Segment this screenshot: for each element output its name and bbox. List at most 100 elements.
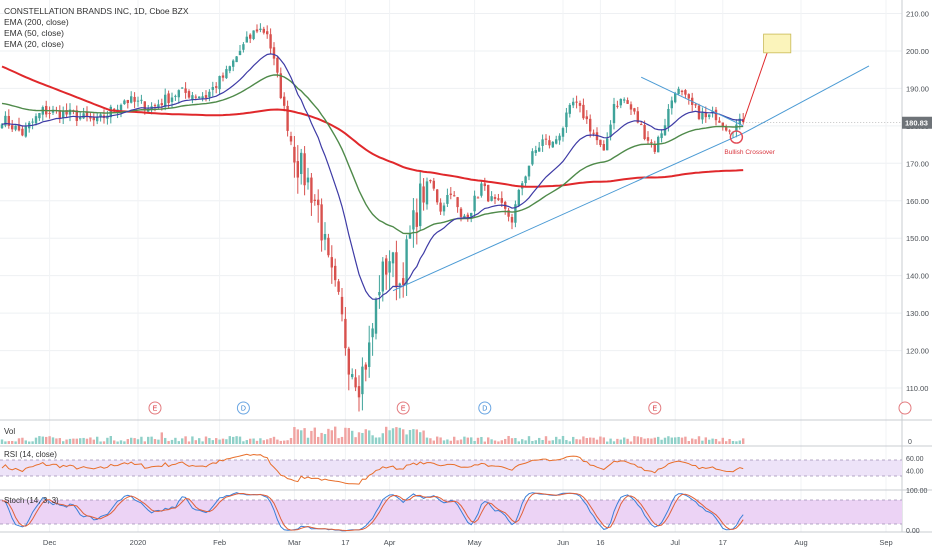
volume-bar [130,437,133,444]
volume-bar [701,440,704,444]
volume-bar [636,436,639,444]
candle-body [674,93,677,103]
time-tick-label: 17 [719,538,727,547]
earnings-marker [396,401,410,415]
volume-bar [680,437,684,444]
candle-body [65,110,68,115]
trendline [640,76,744,127]
volume-bar [589,437,592,444]
volume-bar [303,428,306,444]
volume-bar [225,439,228,444]
rsi-axis-label: 40.00 [906,469,924,476]
candle-body [701,112,704,120]
volume-bar [623,437,626,444]
volume-bar [184,436,187,444]
candle-body [507,210,510,217]
candle-body [687,94,690,99]
candle-body [721,122,724,128]
candle-body [374,299,378,334]
volume-bar [657,436,660,444]
candle-body [191,95,194,100]
candle-body [558,135,561,141]
time-tick-label: 17 [341,538,349,547]
stoch-axis-label: 0.00 [906,528,920,535]
time-tick-label: Sep [879,538,892,547]
candle-body [198,96,201,99]
volume-bar [232,436,235,444]
price-tick-label: 120.00 [906,347,929,356]
trendlines [392,33,902,292]
volume-bar [147,436,150,444]
volume-bar [218,439,221,444]
volume-bar [419,432,422,444]
price-tick-label: 130.00 [906,309,929,318]
candle-body [306,177,310,183]
volume-label[interactable]: Vol [4,427,15,436]
volume-bar [262,440,265,444]
candle-body [92,117,95,121]
candle-body [82,113,85,119]
volume-bar [521,439,524,444]
volume-bar [51,437,55,444]
volume-bar [181,438,184,444]
candle-body [62,111,65,119]
rsi-label[interactable]: RSI (14, close) [4,450,57,459]
time-tick-label: 2020 [130,538,147,547]
volume-bar [626,438,629,444]
volume-bar [167,441,170,444]
crossover-label: Bullish Crossover [724,149,775,156]
volume-bar [592,437,595,444]
candle-body [340,296,344,315]
volume-bar [606,441,609,444]
volume-bar [718,441,721,444]
candle-body [463,215,466,219]
trendline [742,65,870,134]
candle-body [432,180,435,189]
volume-bar [565,440,568,444]
candle-body [398,283,401,286]
earnings-marker-partial [898,401,912,415]
volume-bar [361,432,364,444]
candle-body [524,176,527,184]
ema200-legend[interactable]: EMA (200, close) [4,17,69,27]
candle-body [466,214,469,218]
candle-body [402,278,405,285]
candle-body [592,132,595,134]
candle-body [24,126,27,137]
candle-body [602,144,605,151]
volume-bar [75,438,78,444]
candle-body [347,348,350,375]
target-arrow-line [742,43,771,123]
ema50-legend[interactable]: EMA (50, close) [4,28,64,38]
candle-body [551,141,554,148]
volume-bar [507,435,510,444]
volume-bar [633,436,636,444]
stoch-label[interactable]: Stoch (14, 3, 3) [4,496,59,505]
candle-body [303,153,306,186]
candle-body [514,204,517,223]
candle-body [133,96,136,102]
volume-bar [425,437,429,444]
volume-bar [602,437,605,444]
candle-body [245,36,248,43]
volume-bar [228,436,231,444]
candle-body [476,197,480,199]
candle-body [259,28,262,31]
rsi-band [0,460,902,476]
candle-body [473,195,476,212]
volume-bar [667,436,670,444]
candle-body [184,88,187,93]
ema20-legend[interactable]: EMA (20, close) [4,39,64,49]
volume-bar [293,427,296,444]
candle-body [211,87,214,90]
volume-bar [136,439,140,444]
volume-bar [517,441,520,444]
candle-body [541,139,544,146]
candle-body [599,139,602,146]
last-price-badge [902,116,932,129]
volume-bar [109,436,112,444]
volume-bar [738,440,741,444]
volume-bar [446,439,449,444]
